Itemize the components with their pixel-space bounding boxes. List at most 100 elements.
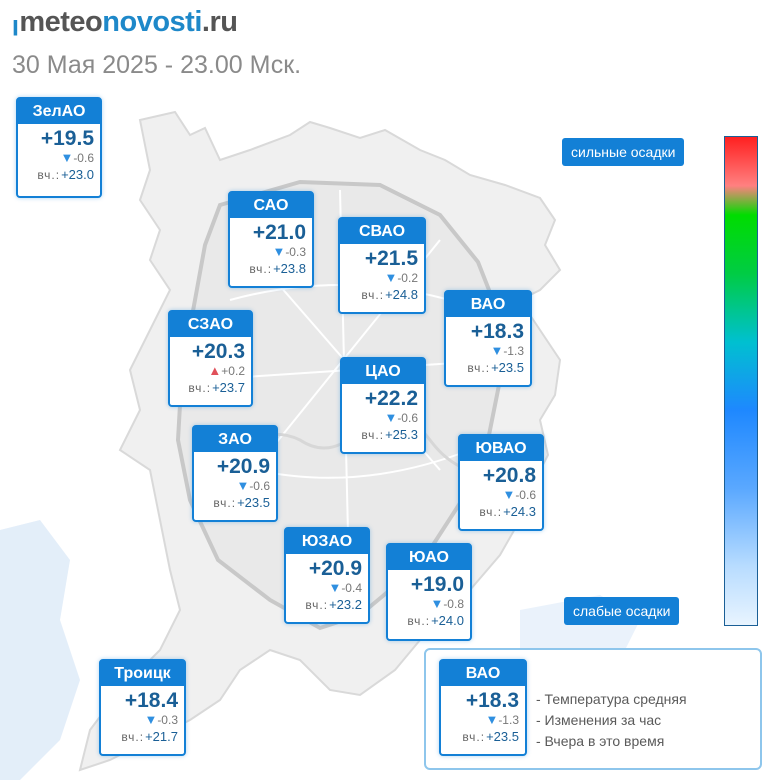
district-change-value: -0.3 xyxy=(157,713,178,727)
timestamp-subtitle: 30 Мая 2025 - 23.00 Мск. xyxy=(12,51,302,79)
district-change: ▼-0.4 xyxy=(286,580,368,596)
arrow-down-icon: ▼ xyxy=(384,410,398,425)
outer-area-left xyxy=(0,520,80,780)
district-temp: +20.8 xyxy=(482,464,536,487)
district-change-value: -0.6 xyxy=(397,411,418,425)
district-change-value: -0.6 xyxy=(515,488,536,502)
district-name: ЮЗАО xyxy=(286,529,368,554)
brand-mark-icon: ꞁ xyxy=(12,14,19,36)
district-card: ЦАО +22.2 ▼-0.6 вч.:+25.3 xyxy=(340,357,426,454)
district-temp: +21.0 xyxy=(252,221,306,244)
district-name: Троицк xyxy=(101,661,184,686)
district-yesterday: вч.:+23.5 xyxy=(194,494,276,512)
district-yesterday: вч.:+24.8 xyxy=(340,286,424,304)
district-card: ЮВАО +20.8 ▼-0.6 вч.:+24.3 xyxy=(458,434,544,531)
district-change: ▼-0.6 xyxy=(18,150,100,166)
district-name: ВАО xyxy=(446,292,530,317)
district-change-value: -0.8 xyxy=(443,597,464,611)
legend-card-name: ВАО xyxy=(441,661,525,686)
district-yesterday: вч.:+23.5 xyxy=(446,359,530,377)
arrow-up-icon: ▲ xyxy=(208,363,222,378)
yesterday-label: вч.: xyxy=(188,381,212,395)
yesterday-label: вч.: xyxy=(121,730,145,744)
arrow-down-icon: ▼ xyxy=(485,712,499,727)
district-temp: +19.5 xyxy=(40,127,94,150)
district-change-value: -1.3 xyxy=(503,344,524,358)
district-change: ▼-1.3 xyxy=(446,343,530,359)
district-name: ЮВАО xyxy=(460,436,542,461)
district-change-value: -0.3 xyxy=(285,245,306,259)
legend-card-yesterday-value: +23.5 xyxy=(486,729,519,744)
district-yesterday: вч.:+21.7 xyxy=(101,728,184,746)
district-change: ▼-0.3 xyxy=(230,244,312,260)
district-change-value: -0.6 xyxy=(73,151,94,165)
district-card: СЗАО +20.3 ▲+0.2 вч.:+23.7 xyxy=(168,310,253,407)
yesterday-label: вч.: xyxy=(213,496,237,510)
legend-line-yesterday: - Вчера в это время xyxy=(536,733,665,749)
district-temp: +20.9 xyxy=(308,557,362,580)
brand-part-novosti: novosti xyxy=(102,6,202,38)
legend-card-change: ▼-1.3 xyxy=(441,712,525,728)
arrow-down-icon: ▼ xyxy=(328,580,342,595)
district-change: ▼-0.8 xyxy=(388,596,470,612)
district-temp: +20.3 xyxy=(191,340,245,363)
district-temp: +18.4 xyxy=(124,689,178,712)
district-change: ▲+0.2 xyxy=(170,363,251,379)
arrow-down-icon: ▼ xyxy=(384,270,398,285)
yesterday-label: вч.: xyxy=(462,730,486,744)
district-yesterday-value: +24.8 xyxy=(385,287,418,302)
district-change: ▼-0.6 xyxy=(460,487,542,503)
district-yesterday: вч.:+24.0 xyxy=(388,612,470,630)
district-yesterday-value: +23.8 xyxy=(273,261,306,276)
scale-bottom-label: слабые осадки xyxy=(564,597,680,625)
yesterday-label: вч.: xyxy=(305,598,329,612)
yesterday-label: вч.: xyxy=(37,168,61,182)
yesterday-label: вч.: xyxy=(361,288,385,302)
district-yesterday-value: +24.0 xyxy=(431,613,464,628)
arrow-down-icon: ▼ xyxy=(502,487,516,502)
district-yesterday-value: +25.3 xyxy=(385,427,418,442)
arrow-down-icon: ▼ xyxy=(60,150,74,165)
district-yesterday-value: +23.0 xyxy=(61,167,94,182)
district-yesterday-value: +23.2 xyxy=(329,597,362,612)
district-yesterday-value: +23.5 xyxy=(237,495,270,510)
district-temp: +21.5 xyxy=(364,247,418,270)
district-yesterday: вч.:+23.0 xyxy=(18,166,100,184)
legend-line-temperature: - Температура средняя xyxy=(536,691,687,707)
district-change: ▼-0.3 xyxy=(101,712,184,728)
arrow-down-icon: ▼ xyxy=(430,596,444,611)
brand-part-meteo: meteo xyxy=(19,6,103,38)
district-yesterday: вч.:+24.3 xyxy=(460,503,542,521)
yesterday-label: вч.: xyxy=(361,428,385,442)
district-yesterday: вч.:+23.8 xyxy=(230,260,312,278)
legend-sample-card: ВАО +18.3 ▼-1.3 вч.:+23.5 xyxy=(439,659,527,756)
district-card: ВАО +18.3 ▼-1.3 вч.:+23.5 xyxy=(444,290,532,387)
district-change-value: -0.4 xyxy=(341,581,362,595)
brand-logo: ꞁmeteonovosti.ru xyxy=(12,6,238,39)
district-card: ЮЗАО +20.9 ▼-0.4 вч.:+23.2 xyxy=(284,527,370,624)
district-card: Троицк +18.4 ▼-0.3 вч.:+21.7 xyxy=(99,659,186,756)
district-name: ЦАО xyxy=(342,359,424,384)
district-name: СЗАО xyxy=(170,312,251,337)
district-yesterday-value: +21.7 xyxy=(145,729,178,744)
district-temp: +22.2 xyxy=(364,387,418,410)
legend-card-temp: +18.3 xyxy=(465,689,519,712)
district-name: ЗелАО xyxy=(18,99,100,124)
district-card: ЗелАО +19.5 ▼-0.6 вч.:+23.0 xyxy=(16,97,102,198)
district-yesterday-value: +23.7 xyxy=(212,380,245,395)
district-change-value: -0.2 xyxy=(397,271,418,285)
yesterday-label: вч.: xyxy=(249,262,273,276)
yesterday-label: вч.: xyxy=(407,614,431,628)
district-yesterday: вч.:+25.3 xyxy=(342,426,424,444)
district-card: САО +21.0 ▼-0.3 вч.:+23.8 xyxy=(228,191,314,288)
district-change-value: -0.6 xyxy=(249,479,270,493)
district-yesterday-value: +23.5 xyxy=(491,360,524,375)
legend-line-change: - Изменения за час xyxy=(536,712,662,728)
district-card: СВАО +21.5 ▼-0.2 вч.:+24.8 xyxy=(338,217,426,314)
arrow-down-icon: ▼ xyxy=(272,244,286,259)
district-change: ▼-0.2 xyxy=(340,270,424,286)
arrow-down-icon: ▼ xyxy=(236,478,250,493)
district-temp: +19.0 xyxy=(410,573,464,596)
district-card: ЗАО +20.9 ▼-0.6 вч.:+23.5 xyxy=(192,425,278,522)
brand-part-domain: .ru xyxy=(201,6,238,38)
